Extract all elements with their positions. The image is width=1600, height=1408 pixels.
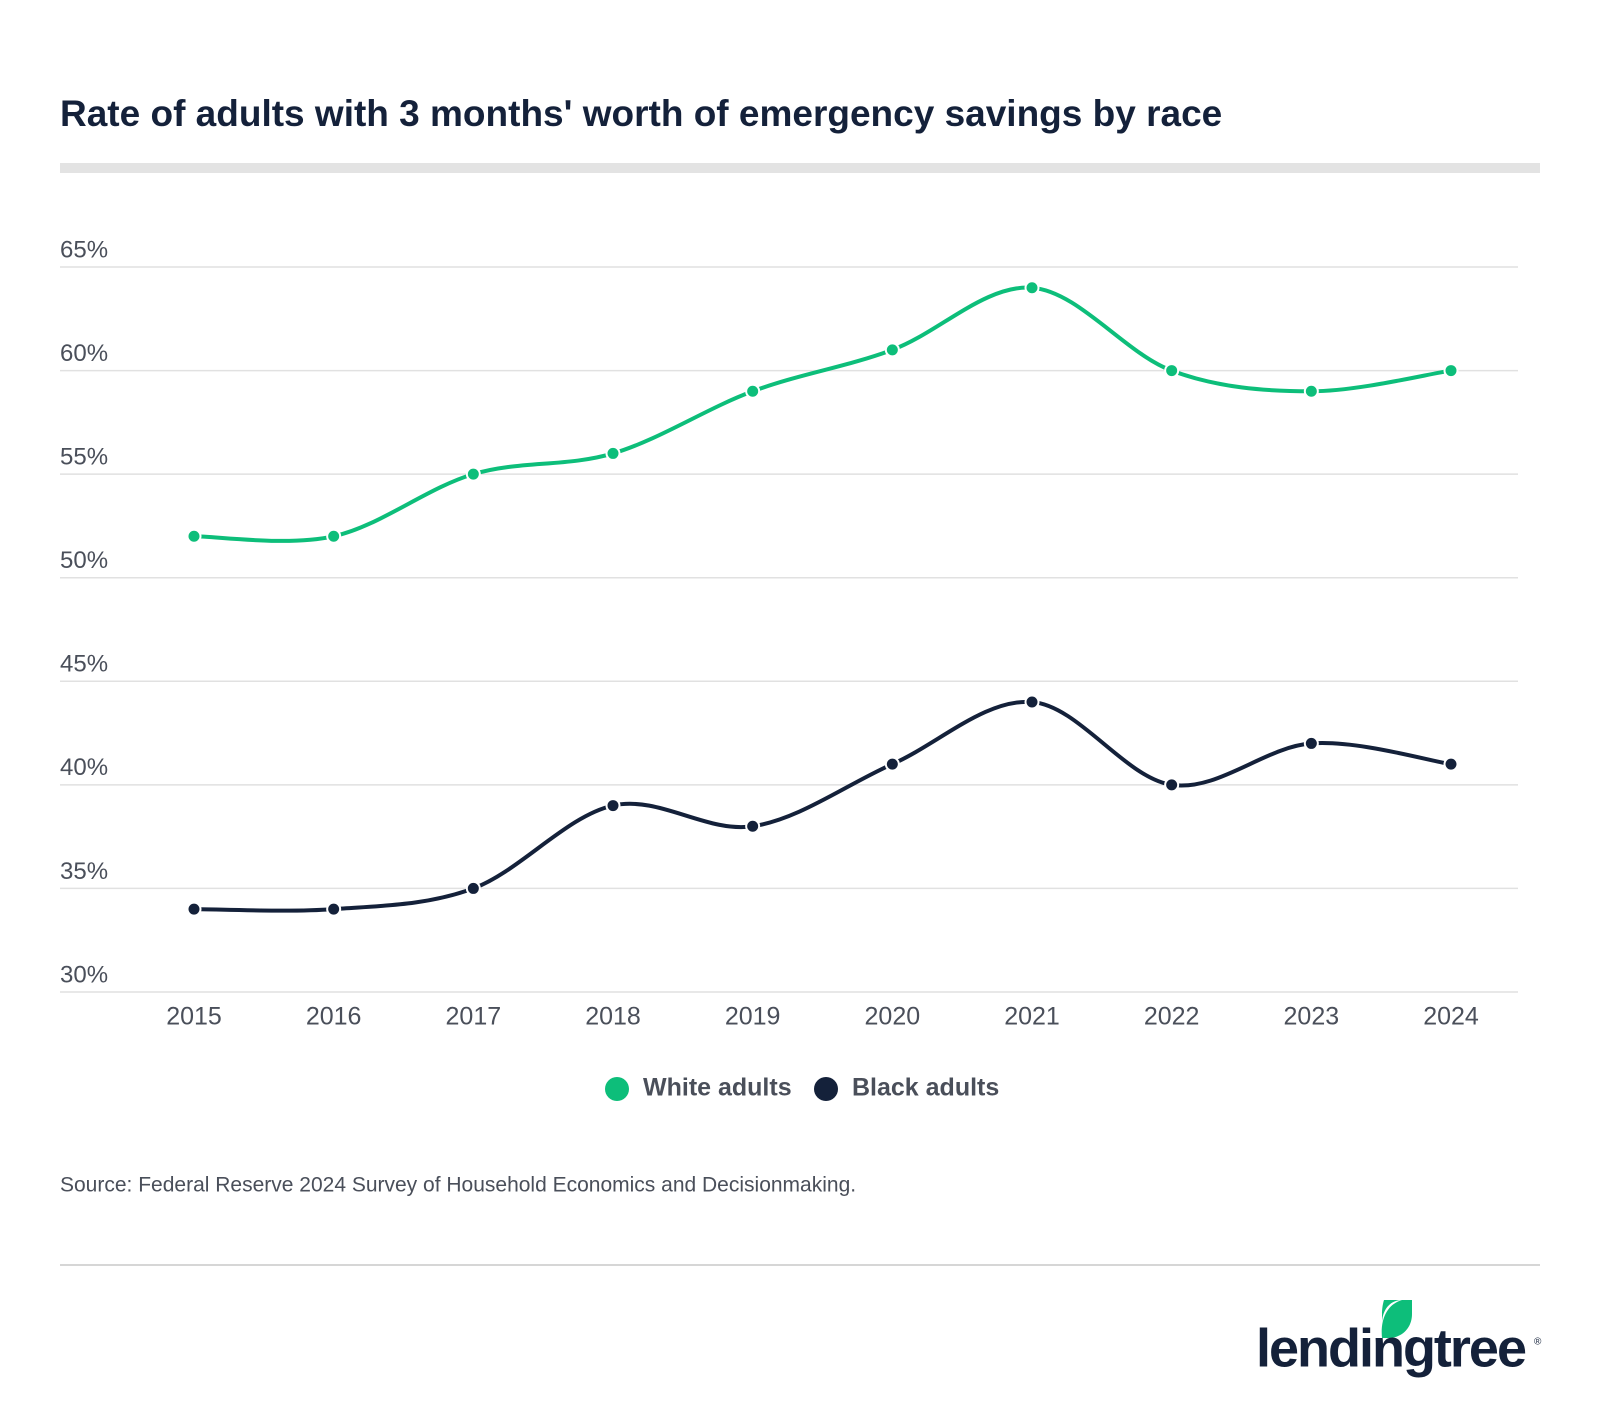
y-tick-label: 55% bbox=[60, 443, 108, 470]
data-point bbox=[186, 528, 202, 544]
data-point bbox=[326, 901, 342, 917]
data-point bbox=[1443, 756, 1459, 772]
x-tick-label: 2021 bbox=[1004, 1003, 1060, 1031]
title-rule bbox=[60, 163, 1540, 173]
data-point bbox=[884, 342, 900, 358]
data-point bbox=[745, 383, 761, 399]
x-tick-label: 2017 bbox=[446, 1003, 502, 1031]
x-tick-label: 2018 bbox=[585, 1003, 641, 1031]
x-tick-label: 2016 bbox=[306, 1003, 362, 1031]
data-point bbox=[1443, 363, 1459, 379]
data-point bbox=[1303, 383, 1319, 399]
y-tick-label: 40% bbox=[60, 754, 108, 781]
y-tick-label: 60% bbox=[60, 340, 108, 367]
y-tick-label: 50% bbox=[60, 547, 108, 574]
legend-swatch bbox=[814, 1077, 838, 1101]
data-point bbox=[465, 880, 481, 896]
data-point bbox=[605, 445, 621, 461]
legend-label: Black adults bbox=[852, 1074, 999, 1102]
data-point bbox=[1303, 735, 1319, 751]
chart-title: Rate of adults with 3 months' worth of e… bbox=[60, 93, 1222, 134]
data-point bbox=[1164, 777, 1180, 793]
data-point bbox=[186, 901, 202, 917]
source-note: Source: Federal Reserve 2024 Survey of H… bbox=[60, 1174, 856, 1197]
x-tick-label: 2023 bbox=[1284, 1003, 1340, 1031]
x-tick-label: 2019 bbox=[725, 1003, 781, 1031]
y-tick-label: 35% bbox=[60, 858, 108, 885]
y-tick-label: 30% bbox=[60, 961, 108, 988]
data-point bbox=[1164, 363, 1180, 379]
x-tick-label: 2015 bbox=[166, 1003, 222, 1031]
data-point bbox=[326, 528, 342, 544]
data-point bbox=[465, 466, 481, 482]
legend-swatch bbox=[605, 1077, 629, 1101]
series-line bbox=[193, 285, 1452, 543]
y-tick-label: 45% bbox=[60, 651, 108, 678]
logo: lendingtree bbox=[1256, 1318, 1526, 1378]
legend-label: White adults bbox=[643, 1074, 792, 1102]
data-point bbox=[1024, 280, 1040, 296]
logo-leaf bbox=[1381, 1300, 1412, 1338]
x-tick-label: 2020 bbox=[865, 1003, 921, 1031]
data-point bbox=[745, 818, 761, 834]
y-tick-label: 65% bbox=[60, 236, 108, 263]
logo-mark: ® bbox=[1534, 1337, 1542, 1348]
series-line bbox=[193, 699, 1452, 913]
x-tick-label: 2022 bbox=[1144, 1003, 1200, 1031]
x-tick-label: 2024 bbox=[1423, 1003, 1479, 1031]
data-point bbox=[884, 756, 900, 772]
data-point bbox=[1024, 694, 1040, 710]
data-point bbox=[605, 798, 621, 814]
